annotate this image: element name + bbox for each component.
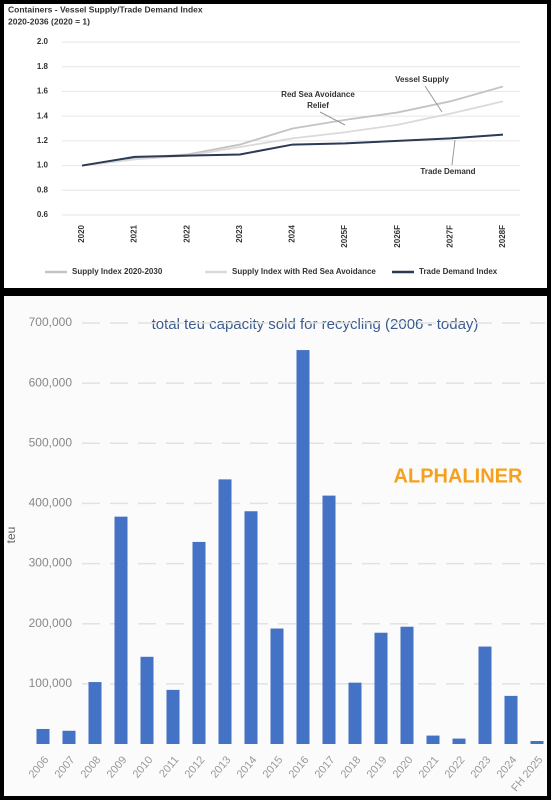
series-line <box>81 133 504 167</box>
bar <box>296 350 310 744</box>
bar <box>530 740 544 744</box>
x-tick-label: 2023 <box>235 224 244 242</box>
y-tick-label: 1.6 <box>37 87 49 96</box>
y-tick-label: 1.4 <box>37 111 49 120</box>
y-tick-label: 0.6 <box>37 210 49 219</box>
chart-subtitle: 2020-2036 (2020 = 1) <box>8 16 90 26</box>
y-tick-label: 500,000 <box>29 435 73 449</box>
bar <box>322 495 336 744</box>
bar <box>478 646 492 744</box>
annotation: Relief <box>307 101 329 110</box>
bar <box>36 728 50 744</box>
y-tick-label: 1.2 <box>37 136 49 145</box>
y-tick-label: 1.0 <box>37 161 49 170</box>
x-tick-label: 2025F <box>340 225 349 248</box>
leader-line <box>424 85 443 113</box>
bar <box>192 541 206 744</box>
annotation: Red Sea Avoidance <box>281 90 355 99</box>
bar <box>400 626 414 744</box>
y-tick-label: 200,000 <box>29 616 73 630</box>
x-tick-label: 2028F <box>498 225 507 248</box>
leader-line <box>319 111 346 126</box>
y-tick-label: 400,000 <box>29 496 73 510</box>
series-line <box>81 100 504 167</box>
supply-demand-chart: Containers - Vessel Supply/Trade Demand … <box>8 4 520 276</box>
bar <box>166 689 180 744</box>
y-tick-label: 700,000 <box>29 315 73 329</box>
y-tick-label: 100,000 <box>29 676 73 690</box>
x-tick-label: 2024 <box>288 224 297 242</box>
bar <box>244 511 258 744</box>
bar <box>88 682 102 744</box>
top-panel <box>4 4 547 288</box>
x-tick-label: 2027F <box>445 225 454 248</box>
legend-label: Trade Demand Index <box>419 267 498 276</box>
bar <box>426 735 440 744</box>
bar <box>452 738 466 744</box>
bar <box>504 695 518 744</box>
bar <box>62 730 76 744</box>
x-tick-label: 2020 <box>77 224 86 242</box>
recycling-chart: total teu capacity sold for recycling (2… <box>4 315 545 794</box>
chart-title: Containers - Vessel Supply/Trade Demand … <box>8 4 203 14</box>
x-tick-label: 2026F <box>393 225 402 248</box>
y-tick-label: 2.0 <box>37 37 49 46</box>
annotation: Trade Demand <box>420 167 475 176</box>
x-tick-label: 2021 <box>130 224 139 242</box>
bar <box>114 516 128 744</box>
legend-label: Supply Index 2020-2030 <box>72 267 163 276</box>
bar <box>270 628 284 744</box>
x-tick-label: 2022 <box>182 224 191 242</box>
y-tick-label: 1.8 <box>37 62 49 71</box>
legend-label: Supply Index with Red Sea Avoidance <box>232 267 376 276</box>
chart-title: total teu capacity sold for recycling (2… <box>152 316 479 333</box>
y-axis-label: teu <box>4 527 18 544</box>
bar <box>140 656 154 744</box>
y-tick-label: 0.8 <box>37 185 49 194</box>
bar <box>374 632 388 744</box>
bar <box>348 682 362 744</box>
leader-line <box>451 139 456 166</box>
bar <box>218 479 232 744</box>
annotation: Vessel Supply <box>395 75 449 84</box>
y-tick-label: 300,000 <box>29 556 73 570</box>
watermark: ALPHALINER <box>394 465 523 487</box>
y-tick-label: 600,000 <box>29 375 73 389</box>
